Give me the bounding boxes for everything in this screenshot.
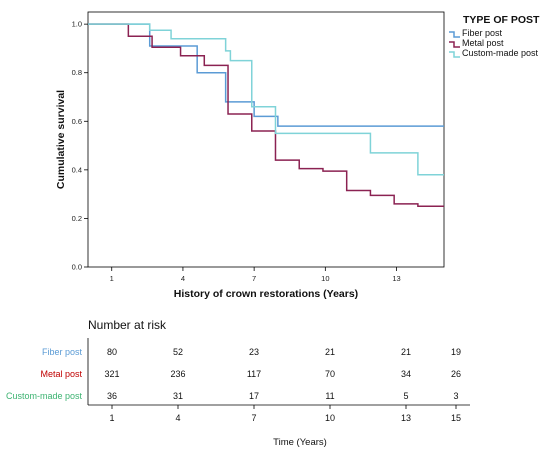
- series-line-metal-post: [88, 23, 444, 208]
- risk-cell: 70: [325, 369, 335, 379]
- risk-cell: 3: [453, 391, 458, 401]
- risk-cell: 34: [401, 369, 411, 379]
- legend-swatch: [449, 51, 460, 58]
- x-tick-label: 7: [252, 274, 256, 283]
- risk-time-label: 1: [109, 413, 114, 423]
- risk-time-label: 7: [251, 413, 256, 423]
- legend-entry: Fiber post: [462, 28, 503, 38]
- risk-row-label: Fiber post: [42, 347, 83, 357]
- x-tick-label: 4: [181, 274, 185, 283]
- plot-frame: [87, 11, 445, 268]
- x-tick-label: 10: [321, 274, 329, 283]
- risk-row-label: Custom-made post: [6, 391, 83, 401]
- risk-cell: 17: [249, 391, 259, 401]
- y-tick-label: 0.8: [72, 68, 82, 77]
- risk-cell: 26: [451, 369, 461, 379]
- km-plot: 0.0 0.2 0.4 0.6 0.8 1.0 1 4 7 10 13 History of crow…: [55, 11, 445, 300]
- risk-cell: 11: [325, 391, 334, 401]
- series-line-fiber-post: [88, 23, 444, 127]
- risk-time-label: 4: [175, 413, 180, 423]
- risk-cell: 19: [451, 347, 461, 357]
- risk-cell: 23: [249, 347, 259, 357]
- risk-cell: 80: [107, 347, 117, 357]
- x-tick-label: 1: [110, 274, 114, 283]
- legend-swatch: [449, 31, 460, 38]
- y-tick-label: 0.4: [72, 165, 82, 174]
- legend-title: TYPE OF POST: [463, 14, 540, 26]
- y-axis-title: Cumulative survival: [55, 90, 67, 189]
- risk-cell: 52: [173, 347, 183, 357]
- risk-table-title: Number at risk: [88, 318, 167, 332]
- y-tick-label: 0.2: [72, 214, 82, 223]
- risk-time-label: 13: [401, 413, 411, 423]
- risk-cell: 31: [173, 391, 183, 401]
- legend-entry: Custom-made post: [462, 48, 539, 58]
- x-axis-title: History of crown restorations (Years): [174, 288, 358, 300]
- risk-cell: 21: [325, 347, 335, 357]
- legend-swatch: [449, 41, 460, 48]
- risk-cell: 21: [401, 347, 411, 357]
- y-tick-label: 0.6: [72, 117, 82, 126]
- risk-cell: 5: [403, 391, 408, 401]
- risk-time-label: 10: [325, 413, 335, 423]
- risk-cell: 321: [104, 369, 119, 379]
- risk-time-label: 15: [451, 413, 461, 423]
- risk-time-axis-title: Time (Years): [273, 437, 327, 448]
- legend-entry: Metal post: [462, 38, 504, 48]
- risk-cell: 36: [107, 391, 117, 401]
- risk-cell: 236: [170, 369, 185, 379]
- risk-cell: 117: [247, 369, 261, 379]
- x-tick-label: 13: [392, 274, 400, 283]
- y-tick-label: 0.0: [72, 263, 82, 272]
- number-at-risk-table: Number at risk Fiber post 80 52 23 21 21 19 Meta…: [6, 318, 470, 448]
- y-tick-label: 1.0: [72, 20, 82, 29]
- series-line-custom-made-post: [88, 23, 444, 176]
- risk-row-label: Metal post: [40, 369, 82, 379]
